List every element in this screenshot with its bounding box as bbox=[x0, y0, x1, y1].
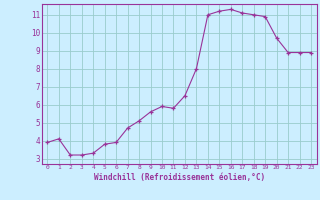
X-axis label: Windchill (Refroidissement éolien,°C): Windchill (Refroidissement éolien,°C) bbox=[94, 173, 265, 182]
